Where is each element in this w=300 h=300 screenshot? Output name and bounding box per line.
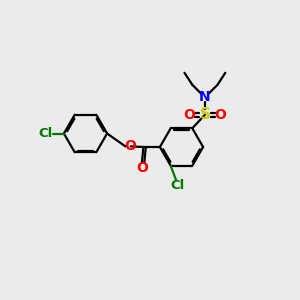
Text: O: O [214, 108, 226, 122]
Text: O: O [124, 139, 136, 153]
Text: Cl: Cl [39, 127, 53, 140]
Text: O: O [136, 161, 148, 175]
Text: S: S [200, 107, 210, 122]
Text: Cl: Cl [170, 179, 185, 192]
Text: N: N [199, 90, 211, 104]
Text: O: O [183, 108, 195, 122]
